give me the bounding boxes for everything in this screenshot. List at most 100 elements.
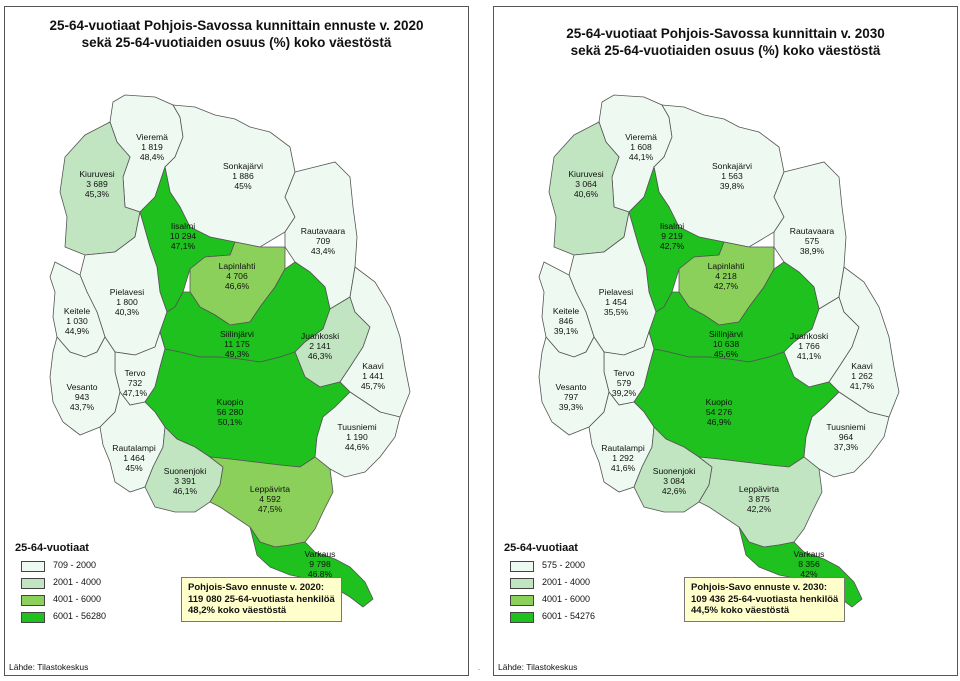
- legend-label: 575 - 2000: [542, 560, 586, 570]
- summary-line: 44,5% koko väestöstä: [691, 605, 790, 616]
- label-vesanto-name: Vesanto: [555, 382, 586, 392]
- label-tervo-share: 47,1%: [123, 388, 148, 398]
- label-siilinjarvi-count: 10 638: [713, 339, 740, 349]
- label-leppavirta-count: 3 875: [748, 494, 770, 504]
- summary-line: Pohjois-Savo ennuste v. 2020:: [188, 582, 325, 593]
- summary-line: Pohjois-Savo ennuste v. 2030:: [691, 582, 828, 593]
- legend-label: 709 - 2000: [53, 560, 97, 570]
- legend-label: 4001 - 6000: [542, 594, 591, 604]
- label-pielavesi-name: Pielavesi: [110, 287, 144, 297]
- label-pielavesi-count: 1 800: [116, 297, 138, 307]
- municipality-tuusniemi: [314, 391, 401, 478]
- label-rautalampi-name: Rautalampi: [112, 443, 156, 453]
- label-leppavirta-share: 47,5%: [258, 504, 283, 514]
- label-keitele-name: Keitele: [64, 306, 90, 316]
- label-tervo-name: Tervo: [613, 368, 634, 378]
- label-rautavaara-count: 709: [316, 236, 331, 246]
- map-title-line1: 25-64-vuotiaat Pohjois-Savossa kunnittai…: [566, 26, 885, 41]
- legend-item: 6001 - 54276: [504, 610, 624, 627]
- label-vesanto-count: 797: [564, 392, 579, 402]
- summary-box: Pohjois-Savo ennuste v. 2030: 109 436 25…: [684, 577, 846, 622]
- legend-item: 2001 - 4000: [15, 576, 135, 593]
- legend: 25-64-vuotiaat 575 - 2000 2001 - 4000 40…: [504, 542, 624, 627]
- legend-swatch: [21, 561, 45, 572]
- summary-line: 119 080 25-64-vuotiasta henkilöä: [188, 593, 335, 605]
- label-sonkajarvi-share: 45%: [234, 181, 252, 191]
- label-juankoski-count: 1 766: [798, 341, 820, 351]
- legend-item: 575 - 2000: [504, 559, 624, 576]
- label-suonenjoki-count: 3 084: [663, 476, 685, 486]
- label-leppavirta-count: 4 592: [259, 494, 281, 504]
- label-tuusniemi-count: 1 190: [346, 432, 368, 442]
- label-tervo-share: 39,2%: [612, 388, 637, 398]
- label-juankoski-share: 46,3%: [308, 351, 333, 361]
- label-rautalampi-count: 1 464: [123, 453, 145, 463]
- summary-line: 109 436 25-64-vuotiasta henkilöä: [691, 593, 839, 605]
- label-varkaus-name: Varkaus: [305, 549, 336, 559]
- label-leppavirta-name: Leppävirta: [250, 484, 290, 494]
- label-rautalampi-share: 41,6%: [611, 463, 636, 473]
- label-kiuruvesi-count: 3 689: [86, 179, 108, 189]
- legend-label: 2001 - 4000: [53, 577, 102, 587]
- label-sonkajarvi-count: 1 886: [232, 171, 254, 181]
- label-kuopio-share: 50,1%: [218, 417, 243, 427]
- legend-item: 709 - 2000: [15, 559, 135, 576]
- label-tuusniemi-share: 44,6%: [345, 442, 370, 452]
- legend-item: 4001 - 6000: [15, 593, 135, 610]
- label-keitele-name: Keitele: [553, 306, 579, 316]
- label-tuusniemi-share: 37,3%: [834, 442, 859, 452]
- label-siilinjarvi-share: 49,3%: [225, 349, 250, 359]
- legend-swatch: [510, 612, 534, 623]
- label-kuopio-name: Kuopio: [217, 397, 244, 407]
- legend-swatch: [510, 561, 534, 572]
- label-lapinlahti-count: 4 706: [226, 271, 248, 281]
- label-rautavaara-name: Rautavaara: [790, 226, 835, 236]
- map-title-line2: sekä 25-64-vuotiaiden osuus (%) koko väe…: [81, 35, 392, 50]
- label-tuusniemi-name: Tuusniemi: [337, 422, 376, 432]
- label-kiuruvesi-name: Kiuruvesi: [79, 169, 114, 179]
- label-tervo-name: Tervo: [124, 368, 145, 378]
- label-kuopio-count: 54 276: [706, 407, 733, 417]
- label-vesanto-name: Vesanto: [66, 382, 97, 392]
- label-lapinlahti-share: 42,7%: [714, 281, 739, 291]
- label-iisalmi-count: 10 294: [170, 231, 197, 241]
- legend-title: 25-64-vuotiaat: [504, 542, 578, 554]
- legend-swatch: [21, 595, 45, 606]
- label-kaavi-count: 1 262: [851, 371, 873, 381]
- map-panel-2020: 25-64-vuotiaat Pohjois-Savossa kunnittai…: [4, 6, 469, 676]
- municipality-tuusniemi: [803, 391, 890, 478]
- label-iisalmi-share: 42,7%: [660, 241, 685, 251]
- label-sonkajarvi-share: 39,8%: [720, 181, 745, 191]
- legend-label: 6001 - 54276: [542, 611, 596, 621]
- legend-label: 6001 - 56280: [53, 611, 107, 621]
- label-lapinlahti-name: Lapinlahti: [708, 261, 745, 271]
- label-vierema-count: 1 608: [630, 142, 652, 152]
- source-note: Lähde: Tilastokeskus: [498, 662, 578, 672]
- label-vierema-name: Vieremä: [625, 132, 657, 142]
- label-rautalampi-name: Rautalampi: [601, 443, 645, 453]
- legend-label: 4001 - 6000: [53, 594, 102, 604]
- label-iisalmi-share: 47,1%: [171, 241, 196, 251]
- label-varkaus-share: 46,8%: [308, 569, 333, 579]
- label-rautalampi-count: 1 292: [612, 453, 634, 463]
- label-suonenjoki-share: 42,6%: [662, 486, 687, 496]
- summary-line: 48,2% koko väestöstä: [188, 605, 287, 616]
- label-tervo-count: 732: [128, 378, 143, 388]
- label-siilinjarvi-name: Siilinjärvi: [709, 329, 743, 339]
- municipality-suonenjoki: [144, 426, 224, 513]
- label-pielavesi-share: 40,3%: [115, 307, 140, 317]
- label-varkaus-share: 42%: [800, 569, 818, 579]
- label-siilinjarvi-share: 45,6%: [714, 349, 739, 359]
- legend-title: 25-64-vuotiaat: [15, 542, 89, 554]
- label-leppavirta-share: 42,2%: [747, 504, 772, 514]
- label-varkaus-count: 8 356: [798, 559, 820, 569]
- label-pielavesi-count: 1 454: [605, 297, 627, 307]
- label-pielavesi-share: 35,5%: [604, 307, 629, 317]
- label-keitele-share: 44,9%: [65, 326, 90, 336]
- label-sonkajarvi-count: 1 563: [721, 171, 743, 181]
- label-varkaus-name: Varkaus: [794, 549, 825, 559]
- municipality-sonkajarvi: [653, 104, 785, 248]
- label-keitele-count: 1 030: [66, 316, 88, 326]
- label-pielavesi-name: Pielavesi: [599, 287, 633, 297]
